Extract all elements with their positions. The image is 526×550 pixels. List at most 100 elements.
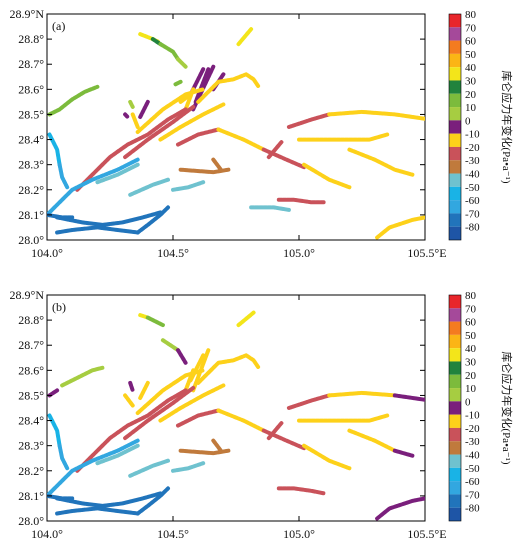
fault-segment [327,109,425,121]
fault-segment [123,393,135,408]
fault-segment [158,42,180,62]
colorbar-swatch [449,481,461,495]
colorbar-tick-label: -40 [465,169,480,181]
plot-frame [46,294,426,522]
fault-segment [286,393,332,410]
y-tick-label: 28.6° [18,363,44,377]
colorbar-swatch [449,213,461,227]
fault-segment [211,438,223,453]
fault-segment [128,458,170,478]
fault-segment [55,491,163,508]
fault-segment [47,438,140,498]
fault-segment [236,310,256,328]
fault-segment [128,380,135,393]
colorbar-tick-label: 40 [465,343,477,355]
fault-segment [75,388,188,473]
fault-segment [95,443,140,466]
chart-panel-1: 104.0° 104.5° 105.0° 105.5°E 28.0° 28.1° 28.2°… [10,7,514,260]
fault-segment [347,428,397,453]
colorbar-swatch [449,173,461,187]
fault-segment [57,443,70,471]
colorbar-swatch [449,454,461,468]
colorbar-tick-label: 0 [465,396,471,408]
fault-segment [47,388,60,398]
y-tick-label: 28.1° [18,489,44,503]
y-tick-label: 28.7° [18,57,44,71]
fault-segment [158,102,226,142]
y-tick-label: 28.5° [18,107,44,121]
colorbar-swatch [449,374,461,389]
y-tick-label: 28.3° [18,158,44,172]
y-tick-label: 28.3° [18,439,44,453]
fault-segment [276,197,327,205]
fault-segment [47,157,140,217]
colorbar-tick-label: 20 [465,89,477,101]
fault-segment [171,180,206,192]
fault-segment [375,215,425,240]
colorbar-swatch [449,40,461,54]
colorbar-swatch [449,361,461,375]
y-tick-label: 28.4° [18,414,44,428]
fault-segment [216,127,266,152]
x-tick-label: 105.0° [283,246,315,260]
y-tick-label: 28.9°N [10,7,45,21]
fault-segment [176,408,221,428]
colorbar-tick-label: -70 [465,489,480,501]
colorbar-swatch [449,160,461,174]
fault-segment [123,104,196,160]
fault-segment [266,140,284,160]
colorbar-swatch [449,414,461,428]
fault-lines [47,310,425,521]
fault-segment [196,353,261,385]
colorbar-tick-label: -50 [465,182,480,194]
fault-lines [47,27,425,240]
y-tick-label: 28.4° [18,133,44,147]
colorbar-tick-label: -20 [465,423,480,435]
colorbar-swatch [449,226,461,240]
x-tick-label: 104.5° [157,527,189,541]
fault-segment [286,112,332,129]
colorbar-tick-label: 20 [465,370,477,382]
fault-segment [57,162,70,190]
colorbar-swatch [449,27,461,41]
y-tick-label: 28.5° [18,388,44,402]
colorbar-tick-label: -60 [465,195,480,207]
fault-segment [302,443,352,471]
fault-segment [123,385,196,441]
fault-segment [276,486,327,496]
fault-segment [123,112,130,119]
colorbar-swatch [449,93,461,108]
colorbar-tick-label: 30 [465,356,477,368]
fault-segment [176,127,221,147]
colorbar-swatch [449,334,461,349]
x-tick-label: 104.0° [31,246,63,260]
fault-segment [135,368,206,415]
colorbar-swatch [449,321,461,335]
colorbar-tick-label: 10 [465,102,477,114]
x-tick-label: 104.0° [31,527,63,541]
fault-segment [138,380,150,400]
x-tick-label: 104.5° [157,246,189,260]
x-tick-label: 105.0° [283,527,315,541]
colorbar-tick-label: 40 [465,62,477,74]
x-tick-label: 105.5°E [407,246,446,260]
colorbar-title: 库仑应力年变化(Pa•a⁻¹) [500,70,514,183]
y-tick-label: 28.8° [18,32,44,46]
colorbar-tick-label: 0 [465,115,471,127]
colorbar-tick-label: -80 [465,503,480,515]
colorbar-swatch [449,295,461,309]
fault-segment [55,225,140,235]
colorbar-swatch [449,441,461,455]
y-tick-label: 28.1° [18,208,44,222]
fault-segment [128,99,135,109]
x-tick-label: 105.5°E [407,527,446,541]
colorbar-tick-label: -80 [465,222,480,234]
fault-segment [375,496,425,521]
fault-segment [47,413,62,448]
y-tick-label: 28.7° [18,338,44,352]
fault-segment [60,365,105,388]
fault-segment [347,147,415,177]
colorbar-tick-label: 10 [465,383,477,395]
fault-segment [392,448,415,458]
